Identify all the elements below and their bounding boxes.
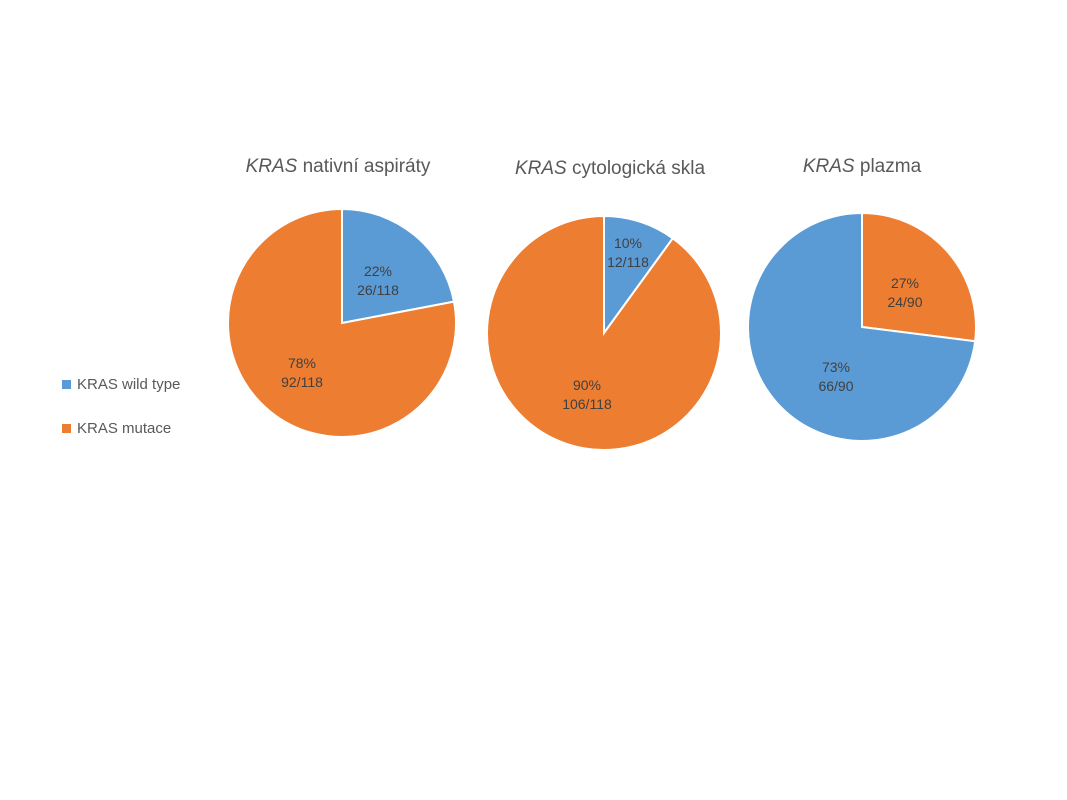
pie-1-slice-2	[227, 207, 457, 438]
pie-3-slice-2-count-label: 66/90	[818, 378, 853, 394]
legend-item-wild-type: KRAS wild type	[62, 372, 180, 396]
pie-1-slice-1-count-label: 26/118	[357, 282, 399, 298]
pie-3-slice-2	[747, 211, 977, 442]
chart-title-1: KRAS nativní aspiráty	[245, 156, 431, 177]
legend-swatch-wild-type	[62, 379, 71, 389]
legend-label-wild-type: KRAS wild type	[77, 375, 181, 393]
pie-1-slice-1-percent-label: 22%	[364, 263, 392, 279]
pie-3-slice-2-percent-label: 73%	[822, 359, 850, 375]
legend-swatch-mutace	[62, 423, 71, 433]
pie-2-slice-2-count-label: 106/118	[562, 396, 612, 412]
legend: KRAS wild type KRAS mutace	[62, 372, 180, 460]
pie-3-slice-1	[861, 211, 977, 343]
pie-2-slice-1-percent-label: 10%	[614, 235, 642, 251]
legend-item-mutace: KRAS mutace	[62, 416, 180, 440]
pie-2-slice-1	[603, 214, 675, 337]
legend-label-mutace: KRAS mutace	[77, 419, 172, 437]
pie-1-slice-2-percent-label: 78%	[288, 355, 316, 371]
pie-2-slice-2-percent-label: 90%	[573, 377, 601, 393]
pie-3-slice-1-count-label: 24/90	[887, 294, 922, 310]
pie-2-slice-2	[486, 214, 722, 451]
chart-title-2: KRAS cytologická skla	[514, 158, 706, 179]
pie-2-slice-1-count-label: 12/118	[607, 254, 649, 270]
pie-1-slice-2-count-label: 92/118	[281, 374, 323, 390]
pie-1-slice-1	[341, 207, 456, 325]
chart-title-3: KRAS plazma	[802, 156, 922, 177]
pie-3-slice-1-percent-label: 27%	[891, 275, 919, 291]
